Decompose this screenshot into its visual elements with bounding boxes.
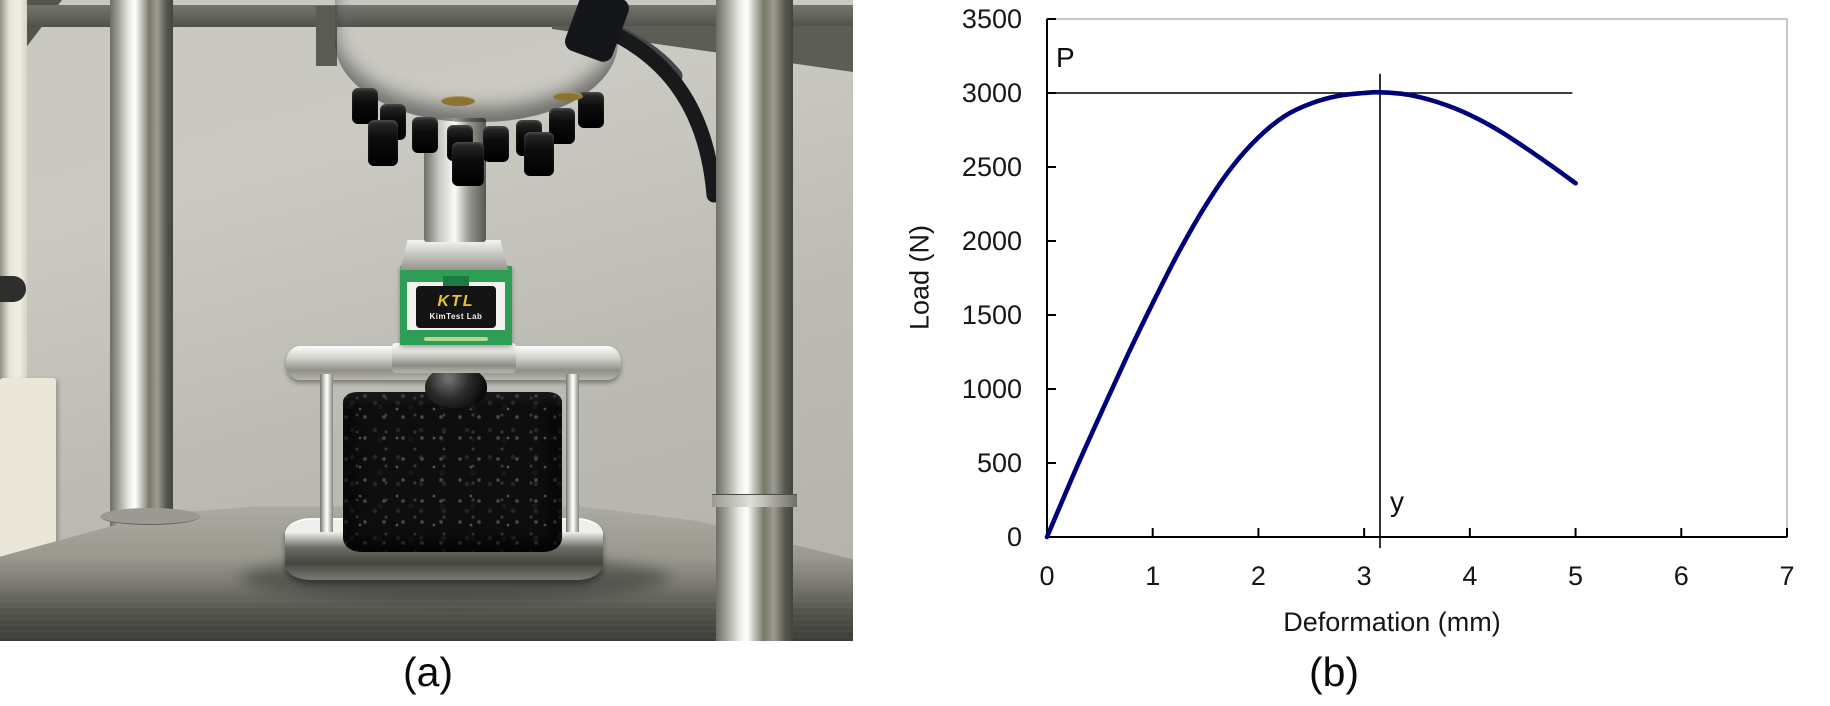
x-tick-label: 6: [1673, 561, 1689, 591]
x-tick-label: 2: [1250, 561, 1266, 591]
flange-bolt: [412, 117, 438, 153]
test-machine-photo: KTL KimTest Lab: [0, 0, 853, 641]
brass-washer: [553, 92, 583, 101]
x-tick-label: 7: [1779, 561, 1795, 591]
load-cell-top-cap: [400, 240, 508, 270]
x-tick-label: 4: [1462, 561, 1478, 591]
load-cell-url-text: [424, 337, 488, 341]
x-axis-title: Deformation (mm): [1283, 607, 1501, 637]
guide-pin-left: [320, 374, 333, 532]
caption-b: (b): [1308, 649, 1360, 695]
flange-bolt-front: [368, 120, 398, 166]
frame-column-right: [716, 0, 793, 641]
load-cell-subtitle-text: KimTest Lab: [429, 311, 483, 321]
y-tick-label: 2000: [961, 226, 1022, 256]
crosshead-beam: [0, 5, 853, 27]
x-tick-label: 1: [1145, 561, 1161, 591]
flange-bolt: [578, 92, 604, 128]
load-cell: KTL KimTest Lab: [400, 266, 512, 345]
x-tick-label: 5: [1568, 561, 1584, 591]
frame-column-collar: [712, 494, 797, 507]
loading-ball-contact: [425, 366, 487, 408]
flange-bolt-front: [452, 142, 484, 186]
asphalt-specimen: [343, 392, 562, 552]
side-lever-knob: [0, 276, 26, 302]
y-axis-title: Load (N): [904, 224, 935, 331]
y-tick-label: 3500: [961, 4, 1022, 34]
brass-washer: [441, 96, 475, 106]
x-tick-label: 3: [1356, 561, 1372, 591]
clamp-boss: [96, 506, 204, 556]
y-tick-label: 0: [1006, 522, 1022, 552]
flange-bolt: [483, 126, 509, 162]
x-tick-label: 0: [1039, 561, 1055, 591]
caption-a: (a): [402, 649, 454, 695]
y-tick-label: 3000: [961, 78, 1022, 108]
y-tick-label: 500: [976, 448, 1022, 478]
white-equipment-box: [0, 378, 56, 560]
y-tick-label: 2500: [961, 152, 1022, 182]
guide-pin-right: [566, 374, 579, 532]
load-cell-brand-text: KTL: [437, 292, 475, 310]
flange-bolt-front: [524, 132, 554, 176]
base-table-front-face: [0, 600, 853, 641]
load-cell-label-tab: [443, 276, 469, 286]
actuator-mount-bracket: [316, 6, 337, 66]
peak-load-annotation: P: [1056, 42, 1075, 73]
y-tick-label: 1000: [961, 374, 1022, 404]
flange-bolt: [352, 88, 378, 124]
load-cell-bottom-ring: [392, 343, 516, 373]
y-tick-label: 1500: [961, 300, 1022, 330]
load-cell-label-plate: KTL KimTest Lab: [416, 286, 496, 328]
peak-deformation-annotation: y: [1390, 486, 1404, 517]
